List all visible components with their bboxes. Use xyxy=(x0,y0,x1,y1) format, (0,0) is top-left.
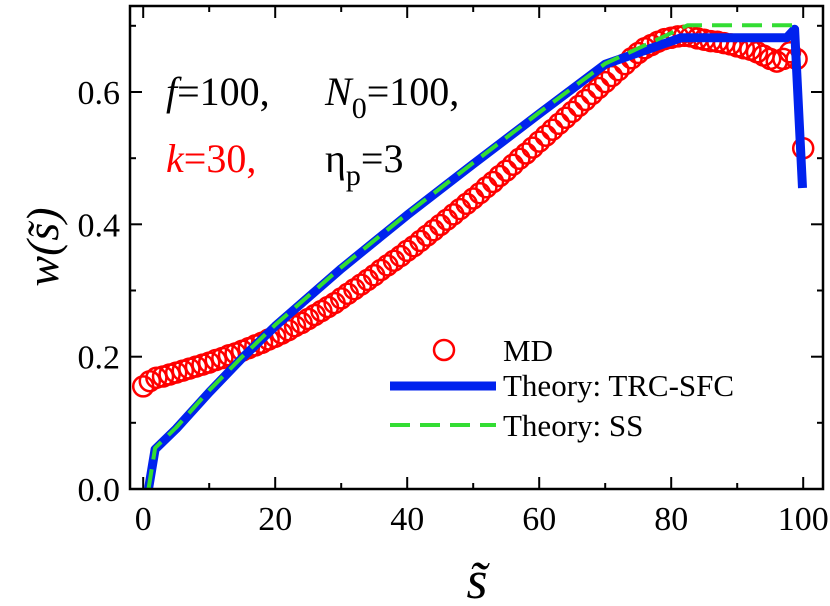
plot-area xyxy=(131,23,815,490)
annotation-k-var: k xyxy=(166,136,185,181)
x-tick-label: 0 xyxy=(135,501,152,538)
md-point xyxy=(422,219,445,242)
md-point xyxy=(521,136,544,159)
legend: MD Theory: TRC-SFC Theory: SS xyxy=(390,333,734,443)
md-point xyxy=(494,159,518,182)
annotation-n0: N0=100, xyxy=(324,69,459,125)
x-tick-label: 80 xyxy=(654,501,688,538)
md-point xyxy=(488,164,511,188)
plot-frame xyxy=(128,4,825,491)
md-point xyxy=(560,100,584,124)
md-point xyxy=(468,181,492,205)
md-point xyxy=(514,142,538,165)
x-tick-label: 20 xyxy=(258,501,292,538)
y-axis-title-text: w(s̃) xyxy=(17,207,68,286)
md-point xyxy=(554,106,577,130)
md-point xyxy=(527,130,551,153)
md-point xyxy=(534,124,558,147)
md-point xyxy=(475,176,498,199)
annotation-k: k=30, xyxy=(166,136,256,181)
md-point xyxy=(501,153,525,177)
y-tick-label: 0.4 xyxy=(78,207,121,244)
md-point xyxy=(448,197,472,221)
tick-labels: 0 20 40 60 80 100 0.0 0.2 0.4 0.6 xyxy=(78,75,829,538)
md-point xyxy=(587,76,610,100)
y-tick-label: 0.6 xyxy=(78,75,121,112)
md-point xyxy=(415,224,439,247)
annotation-eta-sub: p xyxy=(346,159,361,192)
x-tick-label: 40 xyxy=(390,501,424,538)
md-point xyxy=(409,229,432,253)
annotation-n0-value: =100, xyxy=(367,69,460,114)
md-point xyxy=(395,239,419,263)
annotations: f=100, N0=100, k=30, ηp=3 xyxy=(166,69,459,192)
md-point xyxy=(442,203,465,226)
legend-trc-label: Theory: TRC-SFC xyxy=(503,368,734,403)
annotation-n0-var: N xyxy=(324,69,354,114)
md-point xyxy=(455,192,478,216)
x-axis-title: s̃ xyxy=(466,550,490,606)
md-point xyxy=(567,94,591,118)
y-axis-title: w(s̃) xyxy=(17,207,68,286)
md-point xyxy=(461,187,485,210)
md-point xyxy=(481,170,505,194)
legend-ss-label: Theory: SS xyxy=(503,408,643,443)
md-point xyxy=(435,208,459,231)
md-point xyxy=(574,88,597,112)
annotation-f: f=100, xyxy=(166,69,270,114)
md-point xyxy=(547,112,571,136)
annotation-eta: ηp=3 xyxy=(325,136,403,192)
md-point xyxy=(508,147,531,171)
legend-md-marker xyxy=(432,338,456,362)
annotation-n0-sub: 0 xyxy=(352,92,367,125)
legend-md-label: MD xyxy=(503,333,553,368)
annotation-eta-var: η xyxy=(325,136,346,181)
md-point xyxy=(541,118,564,141)
md-point xyxy=(428,213,452,237)
annotation-f-value: =100, xyxy=(177,69,270,114)
md-point xyxy=(402,234,426,258)
md-point xyxy=(593,70,617,94)
y-tick-label: 0.0 xyxy=(78,472,121,509)
md-point xyxy=(580,82,604,106)
annotation-eta-value: =3 xyxy=(361,136,404,181)
x-tick-label: 60 xyxy=(522,501,556,538)
y-tick-label: 0.2 xyxy=(78,340,121,377)
annotation-k-value: =30, xyxy=(184,136,257,181)
x-tick-label: 100 xyxy=(778,501,829,538)
